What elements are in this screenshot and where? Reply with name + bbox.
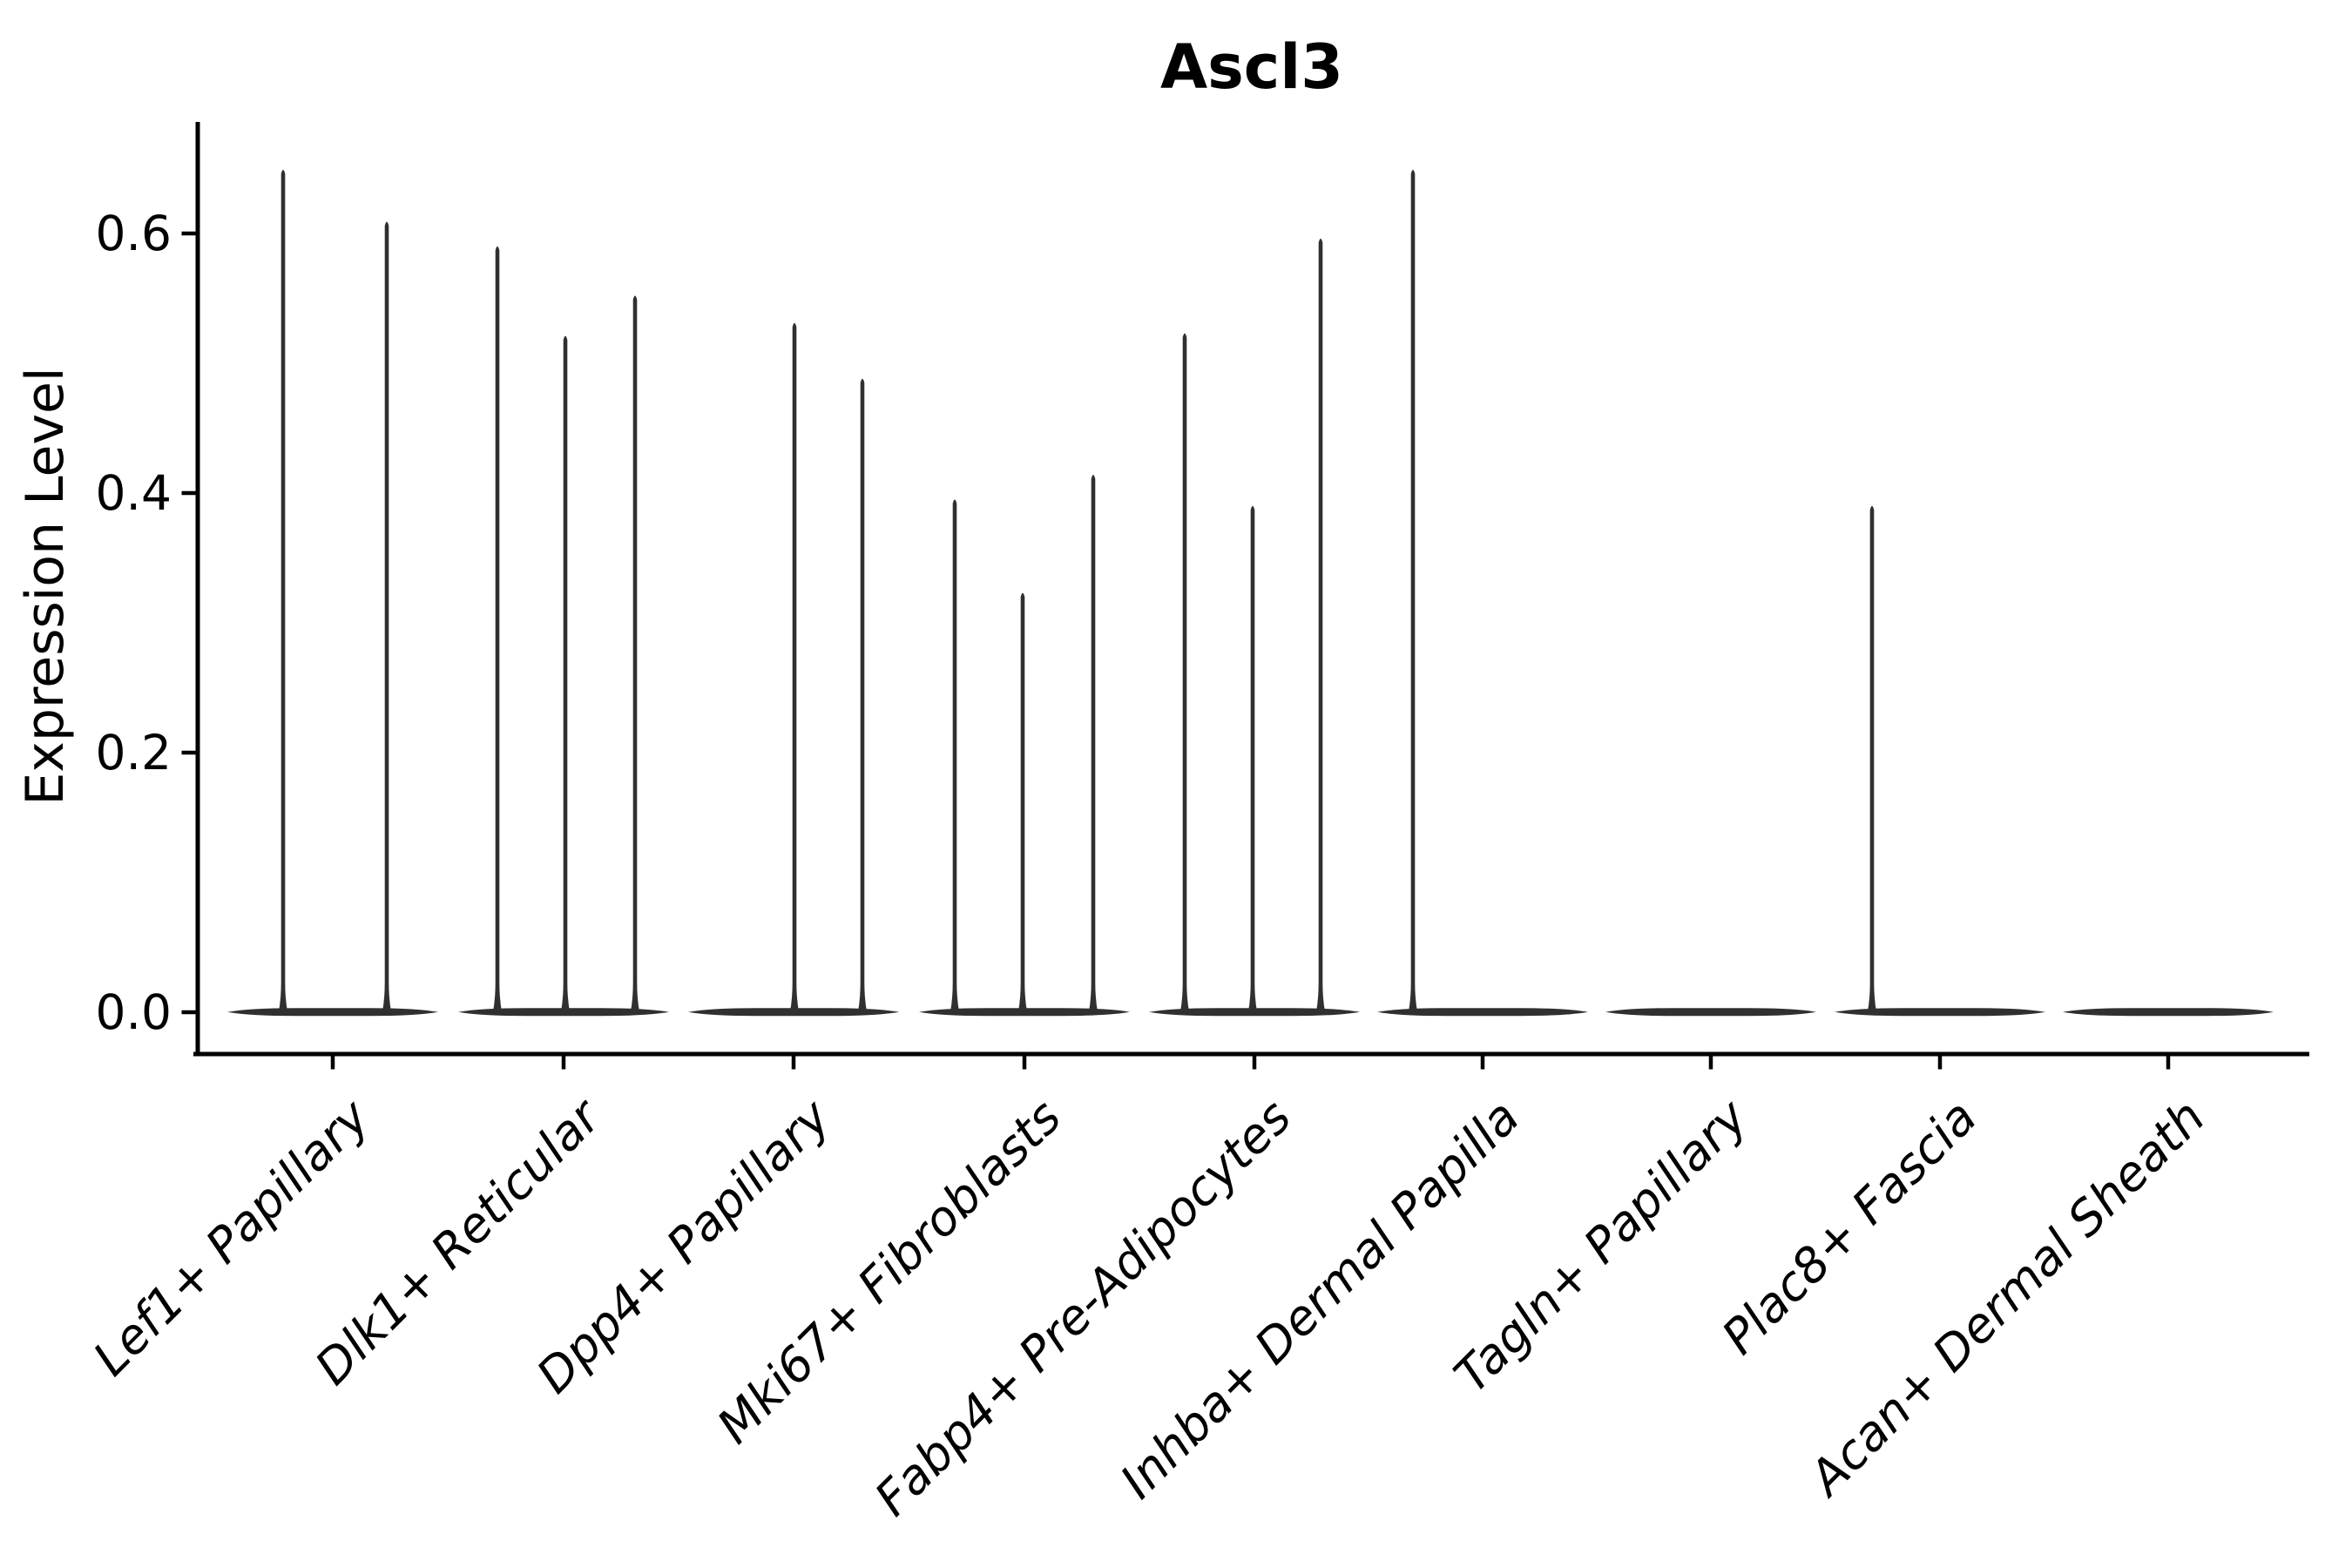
violin-baseline [1605,1008,1816,1017]
y-tick-label: 0.2 [96,725,172,781]
violin-spike [492,246,503,1014]
violin-spike [789,322,800,1014]
violin-spike [1088,475,1098,1014]
violin-spike [1017,592,1028,1014]
violin-group [919,475,1130,1017]
violin-group [458,246,669,1017]
violin-group [1605,1008,1816,1017]
chart-title: Ascl3 [1160,31,1343,103]
violin-group [2063,1008,2274,1017]
violins-layer [227,170,2274,1017]
violin-baseline [1835,1008,2045,1017]
violin-spike [560,335,571,1014]
axes-layer [181,122,2309,1070]
violin-group [227,170,438,1017]
y-axis-label: Expression Level [15,367,76,805]
violin-baseline [2063,1008,2274,1017]
x-tick-label: Fabp4+ Pre-Adipocytes [864,1089,1301,1526]
violin-spike [1247,505,1258,1014]
violin-group [1835,505,2045,1017]
violin-baseline [1377,1008,1588,1017]
y-tick-label: 0.0 [96,984,172,1040]
violin-group [1149,238,1360,1017]
violin-spike [950,499,960,1014]
y-tick-label: 0.6 [96,206,172,261]
violin-spike [278,170,288,1014]
violin-spike [630,295,640,1014]
violin-baseline [227,1008,438,1017]
violin-group [688,322,899,1017]
y-tick-label: 0.4 [96,465,172,521]
x-tick-label: Acan+ Dermal Sheath [1797,1089,2216,1508]
violin-spike [382,221,392,1014]
violin-spike [1179,333,1190,1014]
violin-spike [1408,170,1418,1014]
violin-spike [1315,238,1326,1014]
violin-spike [857,378,868,1014]
x-tick-label: Inhba+ Dermal Papilla [1110,1089,1530,1509]
violin-spike [1867,505,1877,1014]
violin-group [1377,170,1588,1017]
